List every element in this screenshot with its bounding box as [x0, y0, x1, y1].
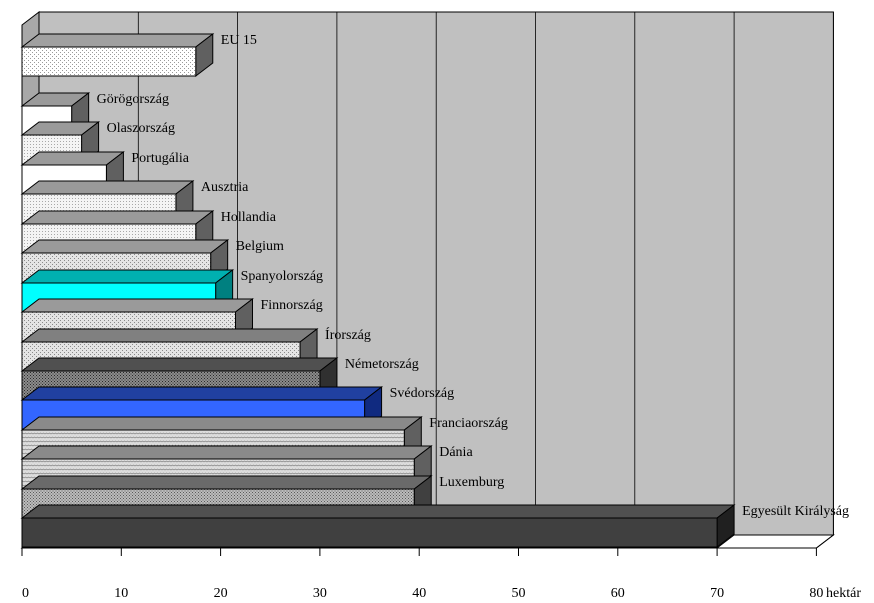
bar-egyesult-kiralysag: [20, 503, 736, 549]
bar-label-gorogorszag: Görögország: [97, 92, 169, 107]
bar-svedorszag-top: [20, 386, 384, 401]
x-tick-label: 40: [412, 586, 426, 601]
bar-egyesult-kiralysag-front: [21, 517, 718, 548]
bar-label-dania: Dánia: [439, 445, 473, 460]
x-axis: 0 10 20 30 40 50 60 70 80 hektár: [21, 547, 861, 601]
bar-label-egyesult-kiralysag: Egyesült Királyság: [742, 504, 849, 519]
bar-label-ausztria: Ausztria: [201, 180, 249, 195]
bar-egyesult-kiralysag-top: [20, 504, 736, 519]
bar-spanyolorszag-top: [20, 269, 235, 284]
floor-gridline: [816, 534, 834, 549]
bar-label-hollandia: Hollandia: [221, 210, 277, 225]
bar-label-nemetorszag: Németország: [345, 357, 419, 372]
bar-belgium-top: [20, 239, 230, 254]
bar-label-eu-15: EU 15: [221, 33, 257, 48]
x-tick-label: 0: [22, 586, 29, 601]
x-tick-label: 70: [710, 586, 724, 601]
bar-label-svedorszag: Svédország: [390, 386, 455, 401]
bar-finnorszag: [20, 297, 254, 343]
x-tick-label: 60: [611, 586, 625, 601]
bar-label-olaszorszag: Olaszország: [107, 121, 175, 136]
bar-eu-15-top: [20, 33, 215, 48]
x-axis-label: hektár: [826, 586, 861, 601]
bar-label-portugalia: Portugália: [131, 151, 189, 166]
x-tick-label: 30: [313, 586, 327, 601]
x-tick-label: 10: [114, 586, 128, 601]
bar-irorszag-top: [20, 328, 319, 343]
bar-luxemburg-top: [20, 475, 433, 490]
bar-dania-top: [20, 445, 433, 460]
bar-label-spanyolorszag: Spanyolország: [241, 269, 323, 284]
bar-finnorszag-top: [20, 298, 254, 313]
bar-eu-15: [20, 32, 215, 78]
bar-label-finnorszag: Finnország: [260, 298, 322, 313]
x-tick-label: 50: [512, 586, 526, 601]
bar-label-luxemburg: Luxemburg: [439, 475, 504, 490]
bar-label-irorszag: Írország: [325, 326, 371, 343]
x-tick-label: 20: [214, 586, 228, 601]
bar-franciaorszag-top: [20, 416, 423, 431]
bar-label-belgium: Belgium: [236, 239, 284, 254]
bars: [20, 32, 736, 549]
floor-gridline: [716, 534, 735, 549]
bar-hollandia-top: [20, 210, 215, 225]
bar-nemetorszag-top: [20, 357, 339, 372]
x-tick-label: 80: [809, 586, 823, 601]
bar-labels: EU 15 Görögország Olaszország Portugália Aus…: [97, 33, 849, 519]
bar-label-franciaorszag: Franciaország: [429, 416, 508, 431]
bar-eu-15-front: [21, 46, 197, 77]
bar-ausztria-top: [20, 180, 195, 195]
